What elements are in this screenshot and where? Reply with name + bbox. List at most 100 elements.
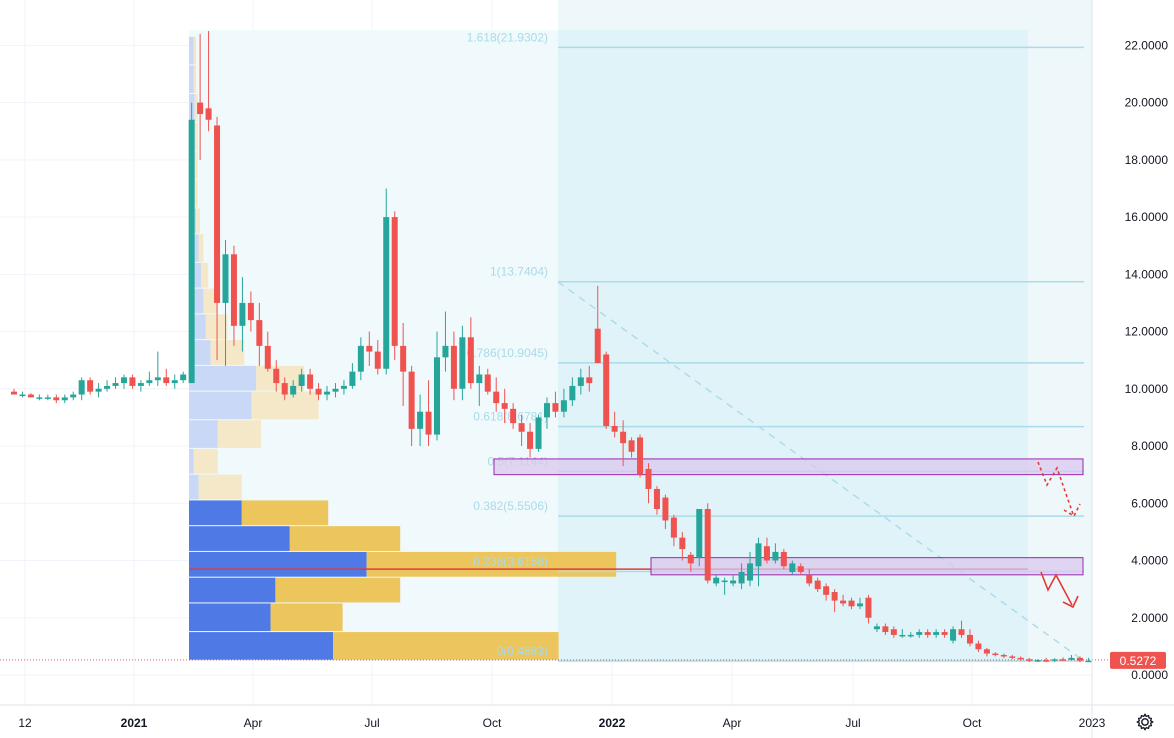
fib-level-label: 1.618(21.9302)	[467, 30, 548, 44]
candle-body	[264, 345, 271, 369]
candle-body	[146, 380, 153, 384]
last-price-label: 0.5272	[1120, 654, 1157, 668]
fib-level-label: 0(0.4883)	[497, 644, 548, 658]
volume-profile-down-bar	[201, 262, 209, 288]
price-zone-box[interactable]	[650, 557, 1084, 576]
candle-body	[560, 400, 567, 412]
candle-body	[950, 629, 957, 641]
y-tick-label: 0.0000	[1131, 668, 1168, 682]
candle-body	[552, 403, 559, 412]
candle-body	[713, 577, 720, 584]
candle-body	[992, 653, 999, 656]
candle-body	[569, 385, 576, 401]
candle-body	[1034, 660, 1041, 662]
candle-body	[230, 254, 237, 326]
candle-body	[1085, 660, 1092, 663]
volume-profile-up-bar	[189, 526, 290, 551]
candle-body	[620, 431, 627, 444]
fib-level-label: 0.786(10.9045)	[467, 346, 548, 360]
fib-level-label: 0.236(3.6158)	[473, 555, 548, 569]
fib-trend-line[interactable]	[557, 281, 1085, 662]
candle-body	[1060, 659, 1067, 661]
candle-body	[53, 397, 60, 401]
candle-body	[383, 217, 390, 369]
candle-body	[628, 440, 635, 452]
candle-body	[154, 377, 161, 381]
settings-gear-icon[interactable]	[1135, 712, 1155, 732]
candle-body	[730, 580, 737, 584]
y-tick-label: 2.0000	[1131, 611, 1168, 625]
volume-profile-down-bar	[241, 500, 329, 526]
candle-body	[899, 634, 906, 637]
projection-arrowhead-solid	[1062, 595, 1079, 609]
x-tick-label: 2023	[1079, 716, 1106, 730]
candle-body	[340, 385, 347, 389]
volume-profile-down-bar	[275, 577, 401, 603]
candle-body	[417, 411, 424, 429]
candle-body	[975, 643, 982, 650]
candle-body	[586, 377, 593, 384]
candle-body	[214, 125, 221, 303]
candle-body	[425, 411, 432, 435]
projection-arrows[interactable]	[1037, 461, 1081, 609]
candle-body	[510, 408, 517, 424]
candle-body	[577, 377, 584, 386]
projection-path-solid[interactable]	[1040, 571, 1073, 606]
candle-body	[1076, 657, 1083, 661]
candle-body	[205, 108, 212, 120]
y-tick-label: 22.0000	[1125, 38, 1169, 52]
y-tick-label: 10.0000	[1125, 382, 1169, 396]
candle-body	[450, 345, 457, 389]
x-tick-label: Jul	[845, 716, 860, 730]
y-tick-label: 4.0000	[1131, 554, 1168, 568]
last-price-badge	[1110, 651, 1166, 669]
volume-profile-down-bar	[196, 208, 201, 234]
candle-body	[687, 554, 694, 564]
candle-body	[873, 626, 880, 630]
x-tick-label: Jul	[364, 716, 379, 730]
candle-body	[679, 537, 686, 550]
volume-profile-up-bar	[189, 448, 194, 474]
candle-body	[933, 632, 940, 635]
candle-body	[806, 574, 813, 584]
candle-body	[137, 383, 144, 386]
candle-body	[747, 563, 754, 581]
x-tick-label: 12	[18, 716, 32, 730]
projection-arrowhead-dotted	[1063, 503, 1081, 518]
candle-body	[11, 391, 17, 395]
candle-body	[848, 600, 855, 607]
candle-body	[44, 397, 51, 399]
volume-profile-down-bar	[217, 420, 261, 448]
candle-body	[941, 632, 948, 635]
volume-profile-down-bar	[333, 632, 559, 660]
candle-body	[70, 394, 77, 398]
candle-body	[222, 254, 229, 303]
candle-body	[391, 217, 398, 346]
candle-body	[366, 345, 373, 352]
candle-body	[823, 586, 830, 595]
volume-profile-down-bar	[193, 448, 218, 474]
candle-body	[535, 417, 542, 449]
fib-level-label: 0.382(5.5506)	[473, 499, 548, 513]
y-tick-label: 20.0000	[1125, 96, 1169, 110]
candle-body	[924, 632, 931, 635]
fib-level-label: 1(13.7404)	[490, 265, 548, 279]
volume-profile-down-bar	[194, 151, 198, 179]
candle-body	[315, 388, 322, 395]
candle-body	[400, 345, 407, 372]
volume-profile-down-bar	[194, 94, 198, 122]
candle-body	[1009, 656, 1016, 658]
volume-profile-up-bar	[189, 391, 252, 420]
price-axis[interactable]: 0.0000 2.0000 4.0000 6.0000 8.0000 10.0000 12.…	[0, 38, 1168, 682]
candle-body	[611, 426, 618, 432]
x-tick-label: Apr	[244, 716, 263, 730]
candle-body	[501, 403, 508, 409]
projection-path-dotted[interactable]	[1037, 461, 1074, 515]
candle-body	[87, 380, 94, 392]
price-zone-box[interactable]	[493, 458, 1084, 476]
candle-body	[890, 629, 897, 635]
candle-body	[188, 119, 195, 384]
candle-body	[256, 320, 263, 346]
